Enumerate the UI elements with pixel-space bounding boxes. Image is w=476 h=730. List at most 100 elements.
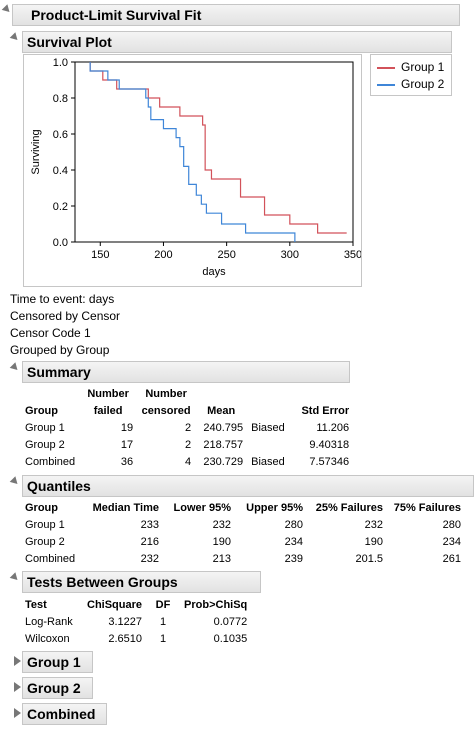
legend-item-group-2[interactable]: Group 2	[377, 77, 444, 91]
legend-label: Group 2	[401, 77, 445, 91]
quantiles-table: Group Median Time Lower 95% Upper 95% 25…	[21, 500, 465, 568]
legend-label: Group 1	[401, 60, 445, 74]
table-row: Combined 36 4 230.729 Biased 7.57346	[21, 454, 353, 471]
cell: 230.729	[203, 456, 244, 468]
y-tick-label: 1.0	[53, 57, 68, 69]
report-title: Product-Limit Survival Fit	[31, 7, 202, 23]
col-header: DF	[155, 599, 171, 611]
cell: 190	[364, 536, 383, 548]
quantiles-header[interactable]: Quantiles	[22, 475, 474, 497]
table-row: Group 2 17 2 218.757 9.40318	[21, 437, 353, 454]
col-header	[247, 386, 293, 420]
cell: 7.57346	[309, 456, 350, 468]
cell: 0.1035	[213, 633, 248, 645]
group-2-title: Group 2	[27, 680, 81, 696]
col-header: Std Error	[293, 386, 353, 420]
cell: Log-Rank	[25, 616, 73, 628]
table-row: Wilcoxon 2.6510 1 0.1035	[21, 631, 251, 648]
cell: 280	[442, 519, 461, 531]
y-tick-label: 0.6	[53, 129, 68, 141]
collapse-triangle-icon[interactable]	[9, 572, 21, 583]
cell: 218.757	[203, 439, 244, 451]
table-row: Group 1 233 232 280 232 280	[21, 517, 465, 534]
series-line-group-2	[89, 62, 296, 242]
report-title-header[interactable]: Product-Limit Survival Fit	[12, 4, 460, 26]
cell: 232	[212, 519, 231, 531]
tests-table: Test ChiSquare DF Prob>ChiSq Log-Rank 3.…	[21, 597, 251, 648]
cell: Group 1	[25, 519, 65, 531]
cell: 280	[284, 519, 303, 531]
col-header: Lower 95%	[173, 502, 231, 514]
col-header: Group	[21, 386, 79, 420]
combined-header[interactable]: Combined	[22, 703, 107, 725]
collapse-triangle-icon[interactable]	[9, 476, 21, 487]
cell: 1	[159, 633, 167, 645]
cell: 2	[185, 422, 192, 434]
col-header: censored	[141, 405, 191, 417]
collapse-triangle-icon[interactable]	[9, 32, 21, 43]
cell: Biased	[251, 422, 285, 434]
legend-swatch	[377, 66, 395, 69]
cell: Group 2	[25, 536, 65, 548]
info-censored-by: Censored by Censor	[10, 309, 121, 323]
table-header-row: Test ChiSquare DF Prob>ChiSq	[21, 597, 251, 614]
summary-table: Group Number Number Mean Std Error faile…	[21, 386, 353, 471]
cell: 232	[140, 553, 159, 565]
y-axis-label: Surviving	[30, 129, 42, 174]
table-row: Group 1 19 2 240.795 Biased 11.206	[21, 420, 353, 437]
collapse-triangle-icon[interactable]	[1, 4, 13, 15]
combined-title: Combined	[27, 706, 96, 722]
summary-header[interactable]: Summary	[22, 361, 350, 383]
table-header-row: Group Number Number Mean Std Error	[21, 386, 353, 417]
plot-legend: Group 1 Group 2	[370, 54, 452, 96]
tests-header[interactable]: Tests Between Groups	[22, 571, 261, 593]
cell: 239	[284, 553, 303, 565]
cell: 234	[284, 536, 303, 548]
col-header: Median Time	[92, 502, 159, 514]
cell: 190	[212, 536, 231, 548]
x-axis-label: days	[202, 266, 226, 278]
col-header-text: Group	[25, 405, 58, 417]
cell: 36	[120, 456, 134, 468]
legend-swatch	[377, 83, 395, 86]
cell: Group 2	[25, 439, 65, 451]
table-header-row: Group Median Time Lower 95% Upper 95% 25…	[21, 500, 465, 517]
survival-plot-frame: 0.0 0.2 0.4 0.6 0.8 1.0 150 200 250 300 350 days Sur…	[23, 54, 362, 287]
expand-triangle-icon[interactable]	[14, 682, 21, 692]
group-1-header[interactable]: Group 1	[22, 651, 93, 673]
cell: 233	[140, 519, 159, 531]
x-tick-label: 250	[217, 249, 235, 261]
col-header: Group	[25, 502, 58, 514]
cell: 3.1227	[108, 616, 143, 628]
cell: Combined	[25, 456, 76, 468]
expand-triangle-icon[interactable]	[14, 656, 21, 666]
col-header: Upper 95%	[246, 502, 303, 514]
col-header: failed	[93, 405, 123, 417]
info-grouped-by: Grouped by Group	[10, 343, 110, 357]
cell: Biased	[251, 456, 285, 468]
y-tick-label: 0.0	[53, 237, 68, 249]
summary-title: Summary	[27, 364, 91, 380]
survival-plot-header[interactable]: Survival Plot	[22, 31, 452, 53]
y-tick-label: 0.4	[53, 165, 68, 177]
cell: 1	[159, 616, 167, 628]
col-header: Test	[25, 599, 47, 611]
col-header: Mean	[195, 386, 247, 420]
cell: 2.6510	[108, 633, 143, 645]
table-row: Combined 232 213 239 201.5 261	[21, 551, 465, 568]
y-tick-label: 0.2	[53, 201, 68, 213]
y-tick-label: 0.8	[53, 93, 68, 105]
cell: 11.206	[316, 422, 350, 434]
survival-chart: 0.0 0.2 0.4 0.6 0.8 1.0 150 200 250 300 350 days Sur…	[30, 57, 361, 278]
x-tick-label: 350	[344, 249, 361, 261]
cell: Wilcoxon	[25, 633, 70, 645]
survival-plot-title: Survival Plot	[27, 34, 112, 50]
group-2-header[interactable]: Group 2	[22, 677, 93, 699]
expand-triangle-icon[interactable]	[14, 708, 21, 718]
table-row: Log-Rank 3.1227 1 0.0772	[21, 614, 251, 631]
collapse-triangle-icon[interactable]	[9, 362, 21, 373]
cell: 232	[364, 519, 383, 531]
legend-item-group-1[interactable]: Group 1	[377, 60, 444, 74]
col-header-text: Mean	[207, 405, 236, 417]
cell: 17	[120, 439, 134, 451]
